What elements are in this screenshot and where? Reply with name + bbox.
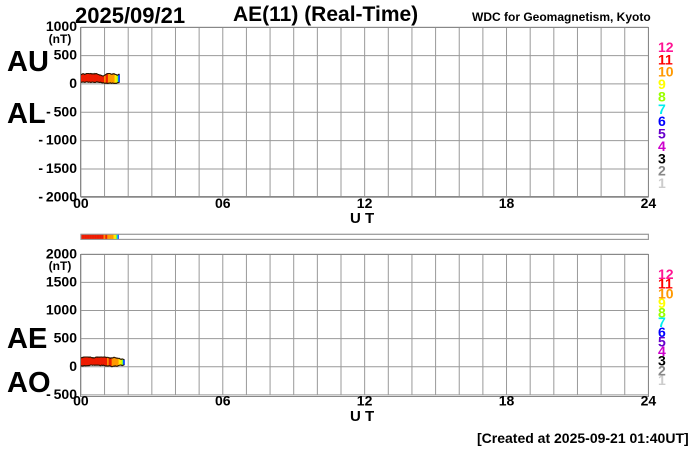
svg-text:1000: 1000 [46, 18, 77, 34]
svg-text:18: 18 [499, 195, 515, 211]
svg-text:- 1500: - 1500 [38, 160, 77, 176]
svg-text:1: 1 [658, 175, 666, 191]
svg-text:06: 06 [215, 195, 231, 211]
svg-text:1000: 1000 [46, 302, 77, 318]
svg-text:18: 18 [499, 392, 515, 408]
svg-text:12: 12 [357, 195, 373, 211]
svg-text:24: 24 [641, 195, 657, 211]
svg-text:24: 24 [641, 392, 657, 408]
svg-text:0: 0 [69, 358, 77, 374]
svg-text:500: 500 [54, 47, 78, 63]
svg-text:06: 06 [215, 392, 231, 408]
svg-text:500: 500 [54, 330, 78, 346]
svg-text:- 1000: - 1000 [38, 132, 77, 148]
svg-text:2000: 2000 [46, 245, 77, 261]
svg-text:- 500: - 500 [46, 103, 77, 119]
svg-text:00: 00 [73, 195, 89, 211]
svg-text:00: 00 [73, 392, 89, 408]
svg-text:1500: 1500 [46, 273, 77, 289]
svg-text:12: 12 [357, 392, 373, 408]
svg-text:0: 0 [69, 75, 77, 91]
svg-text:1: 1 [658, 372, 666, 388]
svg-text:- 2000: - 2000 [38, 188, 77, 204]
